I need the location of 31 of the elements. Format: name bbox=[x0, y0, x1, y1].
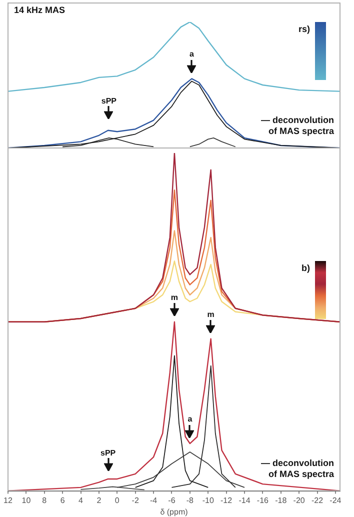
annotation: sPP bbox=[100, 448, 116, 458]
x-tick-label: 8 bbox=[42, 496, 48, 505]
x-tick-label: 6 bbox=[60, 496, 66, 505]
x-tick-label: -2 bbox=[132, 496, 140, 505]
x-tick-label: 12 bbox=[4, 496, 13, 505]
text: 14 kHz MAS bbox=[14, 5, 66, 15]
x-axis-title: δ (ppm) bbox=[160, 507, 188, 516]
annotation: a bbox=[190, 50, 195, 59]
x-tick-label: 2 bbox=[96, 496, 102, 505]
annotation: b) bbox=[302, 263, 310, 274]
x-tick-label: -4 bbox=[150, 496, 158, 505]
x-tick-label: -24 bbox=[330, 496, 342, 505]
x-tick-label: -8 bbox=[186, 496, 194, 505]
annotation: a bbox=[188, 414, 193, 424]
annotation: m bbox=[207, 310, 214, 319]
x-tick-label: -14 bbox=[238, 496, 251, 505]
x-tick-label: -10 bbox=[202, 496, 214, 505]
annotation: m bbox=[170, 292, 178, 302]
x-tick-label: -20 bbox=[293, 496, 306, 505]
x-tick-label: 4 bbox=[78, 496, 84, 505]
x-tick-label: -22 bbox=[311, 496, 324, 505]
x-tick-label: 0 bbox=[114, 496, 120, 505]
annotation: rs) bbox=[298, 24, 310, 34]
x-tick-label: -6 bbox=[168, 496, 176, 505]
x-tick-label: -18 bbox=[275, 496, 288, 505]
annotation: sPP bbox=[101, 96, 118, 106]
x-tick-label: 10 bbox=[22, 496, 32, 505]
annotation: — deconvolution of MAS spectra bbox=[261, 458, 335, 479]
x-tick-label: -16 bbox=[256, 496, 270, 505]
x-tick-label: -12 bbox=[220, 496, 233, 505]
annotation: — deconvolution of MAS spectra bbox=[261, 115, 335, 136]
